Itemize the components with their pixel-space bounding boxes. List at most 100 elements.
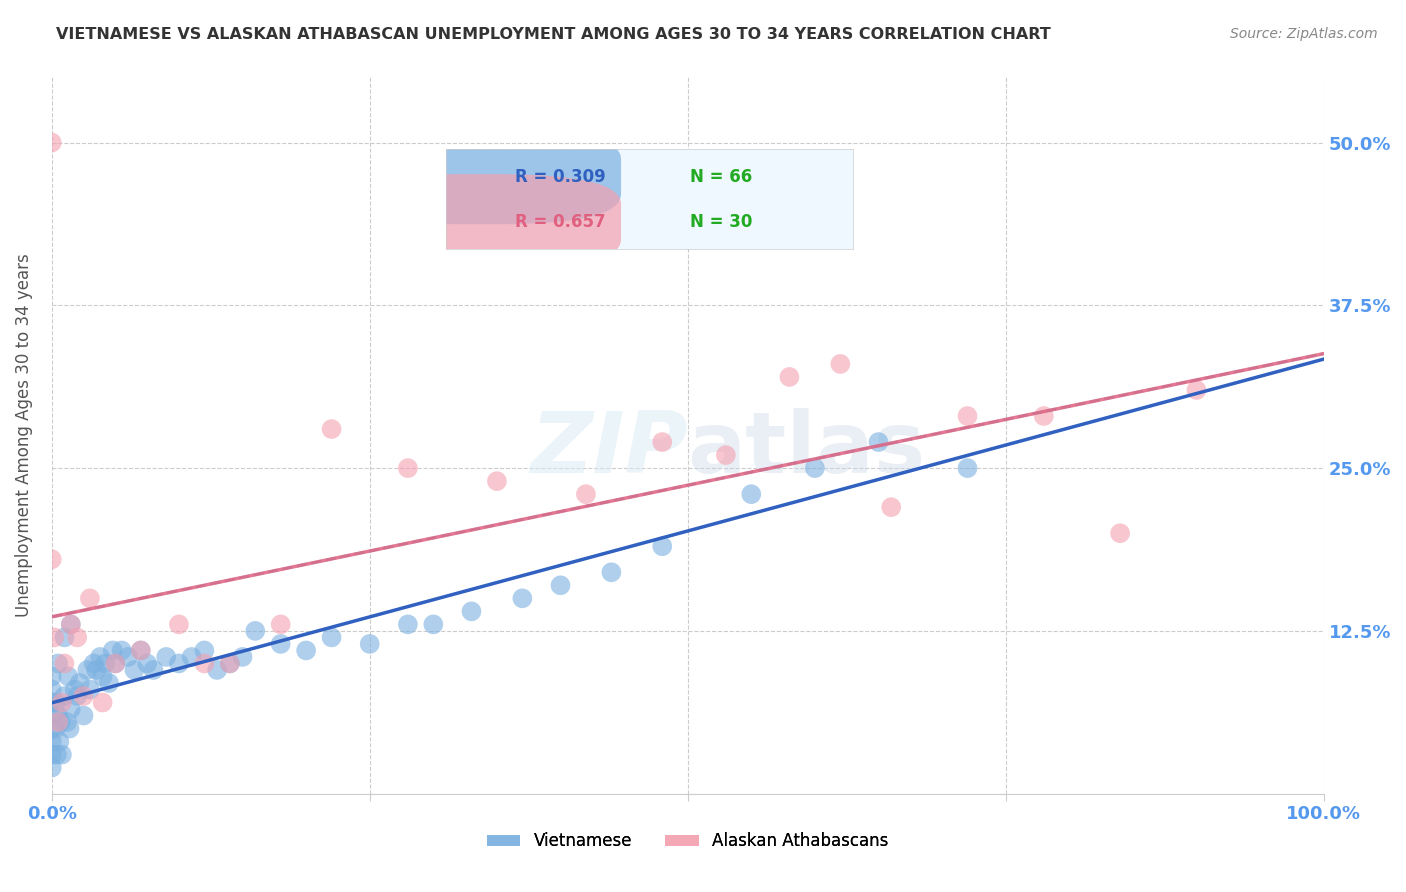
Point bbox=[193, 657, 215, 671]
Point bbox=[205, 663, 228, 677]
Point bbox=[167, 617, 190, 632]
Point bbox=[1185, 383, 1208, 397]
Point bbox=[45, 696, 67, 710]
Point bbox=[295, 643, 318, 657]
Point bbox=[142, 663, 165, 677]
Point bbox=[422, 617, 444, 632]
Point bbox=[359, 637, 381, 651]
Point bbox=[91, 669, 114, 683]
Point bbox=[58, 669, 80, 683]
Point bbox=[804, 461, 827, 475]
Point bbox=[46, 657, 69, 671]
Point bbox=[44, 631, 66, 645]
Point bbox=[101, 643, 124, 657]
Point bbox=[41, 682, 63, 697]
Point bbox=[117, 649, 139, 664]
Point bbox=[956, 461, 979, 475]
Point bbox=[1032, 409, 1054, 423]
Point bbox=[485, 474, 508, 488]
Point bbox=[740, 487, 762, 501]
Point bbox=[136, 657, 159, 671]
Text: atlas: atlas bbox=[688, 409, 927, 491]
Point bbox=[129, 643, 152, 657]
Point bbox=[53, 657, 76, 671]
Point bbox=[651, 539, 673, 553]
Point bbox=[830, 357, 852, 371]
Point bbox=[104, 657, 127, 671]
Point bbox=[129, 643, 152, 657]
Point bbox=[218, 657, 240, 671]
Point bbox=[56, 714, 79, 729]
Point bbox=[1109, 526, 1132, 541]
Point bbox=[72, 689, 94, 703]
Point bbox=[218, 657, 240, 671]
Point bbox=[94, 657, 117, 671]
Point bbox=[868, 435, 890, 450]
Point bbox=[53, 689, 76, 703]
Point bbox=[180, 649, 202, 664]
Point bbox=[41, 708, 63, 723]
Point bbox=[45, 747, 67, 762]
Point bbox=[41, 761, 63, 775]
Point bbox=[98, 676, 121, 690]
Point bbox=[396, 617, 419, 632]
Point bbox=[53, 631, 76, 645]
Point bbox=[46, 708, 69, 723]
Point bbox=[41, 696, 63, 710]
Point bbox=[59, 617, 82, 632]
Point bbox=[124, 663, 146, 677]
Point bbox=[46, 714, 69, 729]
Point bbox=[714, 448, 737, 462]
Text: ZIP: ZIP bbox=[530, 409, 688, 491]
Point bbox=[91, 696, 114, 710]
Point bbox=[41, 747, 63, 762]
Point bbox=[66, 689, 89, 703]
Legend: Vietnamese, Alaskan Athabascans: Vietnamese, Alaskan Athabascans bbox=[481, 826, 896, 857]
Point bbox=[41, 722, 63, 736]
Point bbox=[880, 500, 903, 515]
Point bbox=[89, 649, 111, 664]
Point bbox=[41, 669, 63, 683]
Point bbox=[396, 461, 419, 475]
Point bbox=[51, 747, 73, 762]
Point bbox=[69, 676, 91, 690]
Point bbox=[155, 649, 177, 664]
Point bbox=[45, 722, 67, 736]
Point bbox=[111, 643, 134, 657]
Text: VIETNAMESE VS ALASKAN ATHABASCAN UNEMPLOYMENT AMONG AGES 30 TO 34 YEARS CORRELAT: VIETNAMESE VS ALASKAN ATHABASCAN UNEMPLO… bbox=[56, 27, 1052, 42]
Point bbox=[79, 682, 101, 697]
Point bbox=[600, 566, 623, 580]
Point bbox=[550, 578, 572, 592]
Point bbox=[270, 637, 292, 651]
Point bbox=[83, 657, 105, 671]
Point bbox=[76, 663, 98, 677]
Y-axis label: Unemployment Among Ages 30 to 34 years: Unemployment Among Ages 30 to 34 years bbox=[15, 253, 32, 617]
Point bbox=[59, 617, 82, 632]
Point bbox=[575, 487, 598, 501]
Point bbox=[41, 734, 63, 748]
Point bbox=[49, 714, 72, 729]
Point bbox=[51, 696, 73, 710]
Point bbox=[270, 617, 292, 632]
Text: Source: ZipAtlas.com: Source: ZipAtlas.com bbox=[1230, 27, 1378, 41]
Point bbox=[58, 722, 80, 736]
Point bbox=[651, 435, 673, 450]
Point bbox=[66, 631, 89, 645]
Point bbox=[167, 657, 190, 671]
Point bbox=[245, 624, 267, 638]
Point bbox=[79, 591, 101, 606]
Point bbox=[59, 702, 82, 716]
Point bbox=[72, 708, 94, 723]
Point bbox=[41, 552, 63, 566]
Point bbox=[193, 643, 215, 657]
Point bbox=[41, 136, 63, 150]
Point bbox=[512, 591, 534, 606]
Point bbox=[321, 422, 343, 436]
Point bbox=[231, 649, 253, 664]
Point bbox=[104, 657, 127, 671]
Point bbox=[84, 663, 107, 677]
Point bbox=[778, 370, 800, 384]
Point bbox=[460, 604, 482, 618]
Point bbox=[321, 631, 343, 645]
Point bbox=[48, 734, 70, 748]
